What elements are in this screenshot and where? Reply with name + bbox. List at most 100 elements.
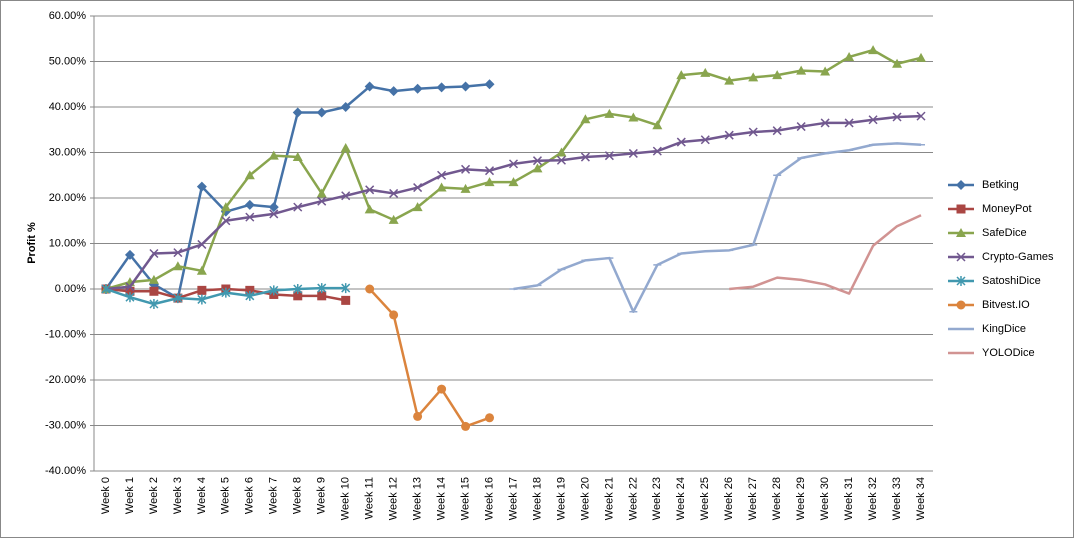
marker bbox=[196, 181, 207, 192]
marker bbox=[413, 411, 423, 421]
marker bbox=[604, 151, 614, 161]
marker bbox=[868, 45, 879, 55]
marker bbox=[124, 249, 135, 260]
marker bbox=[700, 135, 710, 145]
marker bbox=[436, 82, 447, 93]
marker bbox=[508, 159, 519, 169]
marker bbox=[292, 107, 303, 118]
x-tick-label: Week 5 bbox=[220, 477, 232, 514]
marker bbox=[220, 202, 231, 212]
marker bbox=[956, 276, 966, 286]
marker bbox=[956, 252, 966, 262]
marker bbox=[460, 183, 471, 193]
marker bbox=[676, 137, 686, 147]
marker bbox=[532, 156, 543, 166]
legend-label: Crypto-Games bbox=[982, 251, 1054, 263]
marker bbox=[844, 51, 855, 61]
marker bbox=[484, 79, 495, 90]
legend-label: SatoshiDice bbox=[982, 275, 1041, 287]
y-tick-label: 40.00% bbox=[49, 101, 87, 113]
marker bbox=[125, 286, 135, 296]
marker bbox=[484, 177, 495, 187]
marker bbox=[772, 70, 783, 80]
marker bbox=[221, 216, 231, 226]
marker bbox=[365, 284, 375, 294]
series-line bbox=[513, 142, 922, 313]
marker bbox=[317, 291, 327, 301]
marker bbox=[628, 148, 638, 158]
marker bbox=[197, 294, 207, 305]
x-tick-label: Week 4 bbox=[196, 477, 208, 514]
y-tick-label: 0.00% bbox=[55, 283, 86, 295]
marker bbox=[245, 290, 255, 301]
marker bbox=[724, 75, 735, 85]
x-tick-label: Week 24 bbox=[675, 477, 687, 520]
marker bbox=[748, 127, 758, 137]
marker bbox=[604, 108, 615, 118]
x-tick-label: Week 32 bbox=[867, 477, 879, 520]
marker bbox=[125, 292, 135, 303]
x-tick-label: Week 29 bbox=[795, 477, 807, 520]
marker bbox=[317, 283, 327, 294]
legend-label: KingDice bbox=[982, 323, 1026, 335]
y-axis-label: Profit % bbox=[26, 222, 38, 264]
marker bbox=[412, 83, 423, 94]
x-tick-label: Week 26 bbox=[723, 477, 735, 520]
marker bbox=[293, 284, 303, 294]
x-tick-label: Week 11 bbox=[364, 477, 376, 519]
y-tick-label: 50.00% bbox=[49, 55, 87, 67]
marker bbox=[437, 384, 447, 394]
legend-label: MoneyPot bbox=[982, 203, 1032, 215]
marker bbox=[676, 70, 687, 80]
x-tick-label: Week 17 bbox=[507, 477, 519, 520]
marker bbox=[796, 65, 807, 75]
marker bbox=[196, 265, 207, 275]
x-tick-label: Week 0 bbox=[100, 477, 112, 514]
marker bbox=[436, 182, 447, 192]
marker bbox=[341, 295, 351, 305]
marker bbox=[149, 248, 159, 259]
marker bbox=[245, 212, 255, 222]
marker bbox=[365, 185, 375, 195]
marker bbox=[388, 86, 399, 97]
marker bbox=[388, 214, 399, 224]
marker bbox=[364, 204, 375, 214]
y-tick-label: -40.00% bbox=[45, 465, 86, 477]
x-tick-label: Week 19 bbox=[555, 477, 567, 520]
marker bbox=[293, 202, 303, 212]
marker bbox=[508, 177, 519, 187]
marker bbox=[580, 152, 590, 162]
x-tick-label: Week 3 bbox=[172, 477, 184, 514]
marker bbox=[916, 111, 926, 121]
marker bbox=[844, 118, 854, 128]
x-tick-label: Week 7 bbox=[268, 477, 280, 514]
marker bbox=[173, 293, 183, 304]
x-tick-label: Week 6 bbox=[244, 477, 256, 514]
marker bbox=[340, 102, 351, 112]
x-tick-label: Week 14 bbox=[435, 477, 447, 520]
marker bbox=[412, 202, 423, 212]
y-tick-label: 10.00% bbox=[49, 237, 87, 249]
marker bbox=[956, 300, 966, 310]
marker bbox=[652, 146, 662, 156]
x-tick-label: Week 8 bbox=[292, 477, 304, 514]
x-tick-label: Week 12 bbox=[388, 477, 400, 520]
x-tick-label: Week 16 bbox=[483, 477, 495, 520]
legend-label: Betking bbox=[982, 179, 1019, 191]
marker bbox=[485, 413, 495, 423]
marker bbox=[149, 299, 159, 310]
marker bbox=[892, 58, 903, 68]
y-tick-label: -20.00% bbox=[45, 374, 86, 386]
x-tick-label: Week 34 bbox=[915, 477, 927, 520]
x-tick-label: Week 22 bbox=[627, 477, 639, 520]
marker bbox=[341, 283, 351, 294]
marker bbox=[148, 274, 159, 284]
marker bbox=[700, 67, 711, 77]
marker bbox=[652, 120, 663, 130]
marker bbox=[389, 310, 399, 320]
y-tick-label: 30.00% bbox=[49, 146, 87, 158]
marker bbox=[413, 183, 423, 193]
x-tick-label: Week 27 bbox=[747, 477, 759, 520]
marker bbox=[460, 81, 471, 92]
